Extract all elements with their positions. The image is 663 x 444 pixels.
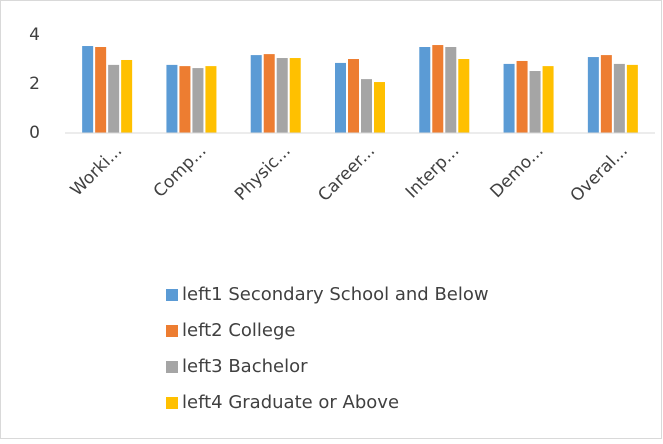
y-tick-label: 2	[29, 74, 40, 94]
legend-swatch	[166, 289, 178, 301]
bar	[445, 47, 457, 133]
bar	[289, 58, 301, 133]
bar	[432, 45, 444, 133]
bar	[335, 62, 346, 133]
bar	[503, 63, 515, 133]
bar	[95, 47, 107, 133]
legend-swatch	[166, 325, 178, 337]
bar	[192, 68, 204, 133]
bar	[600, 55, 612, 134]
legend-swatch	[166, 361, 178, 373]
legend-swatch	[166, 397, 178, 409]
bar	[166, 64, 178, 133]
bar	[205, 66, 217, 133]
legend-label: left1 Secondary School and Below	[182, 284, 489, 305]
y-tick-label: 4	[29, 25, 40, 45]
bar	[529, 71, 541, 133]
bar	[374, 82, 385, 133]
bar	[348, 59, 359, 134]
bar	[542, 66, 554, 133]
bar	[108, 64, 120, 133]
legend-label: left4 Graduate or Above	[182, 392, 399, 413]
bar	[516, 60, 528, 133]
bar	[82, 46, 94, 133]
bar	[276, 58, 288, 133]
bar	[626, 64, 638, 133]
legend-label: left2 College	[182, 320, 295, 341]
bar	[587, 57, 599, 133]
bar	[361, 79, 372, 133]
bar	[613, 63, 625, 133]
bar	[179, 66, 191, 133]
bar	[250, 55, 262, 134]
bar	[458, 59, 470, 134]
bar	[263, 54, 275, 133]
bar	[419, 47, 431, 133]
y-tick-label: 0	[29, 123, 40, 143]
legend-label: left3 Bachelor	[182, 356, 308, 377]
bar	[121, 59, 133, 133]
